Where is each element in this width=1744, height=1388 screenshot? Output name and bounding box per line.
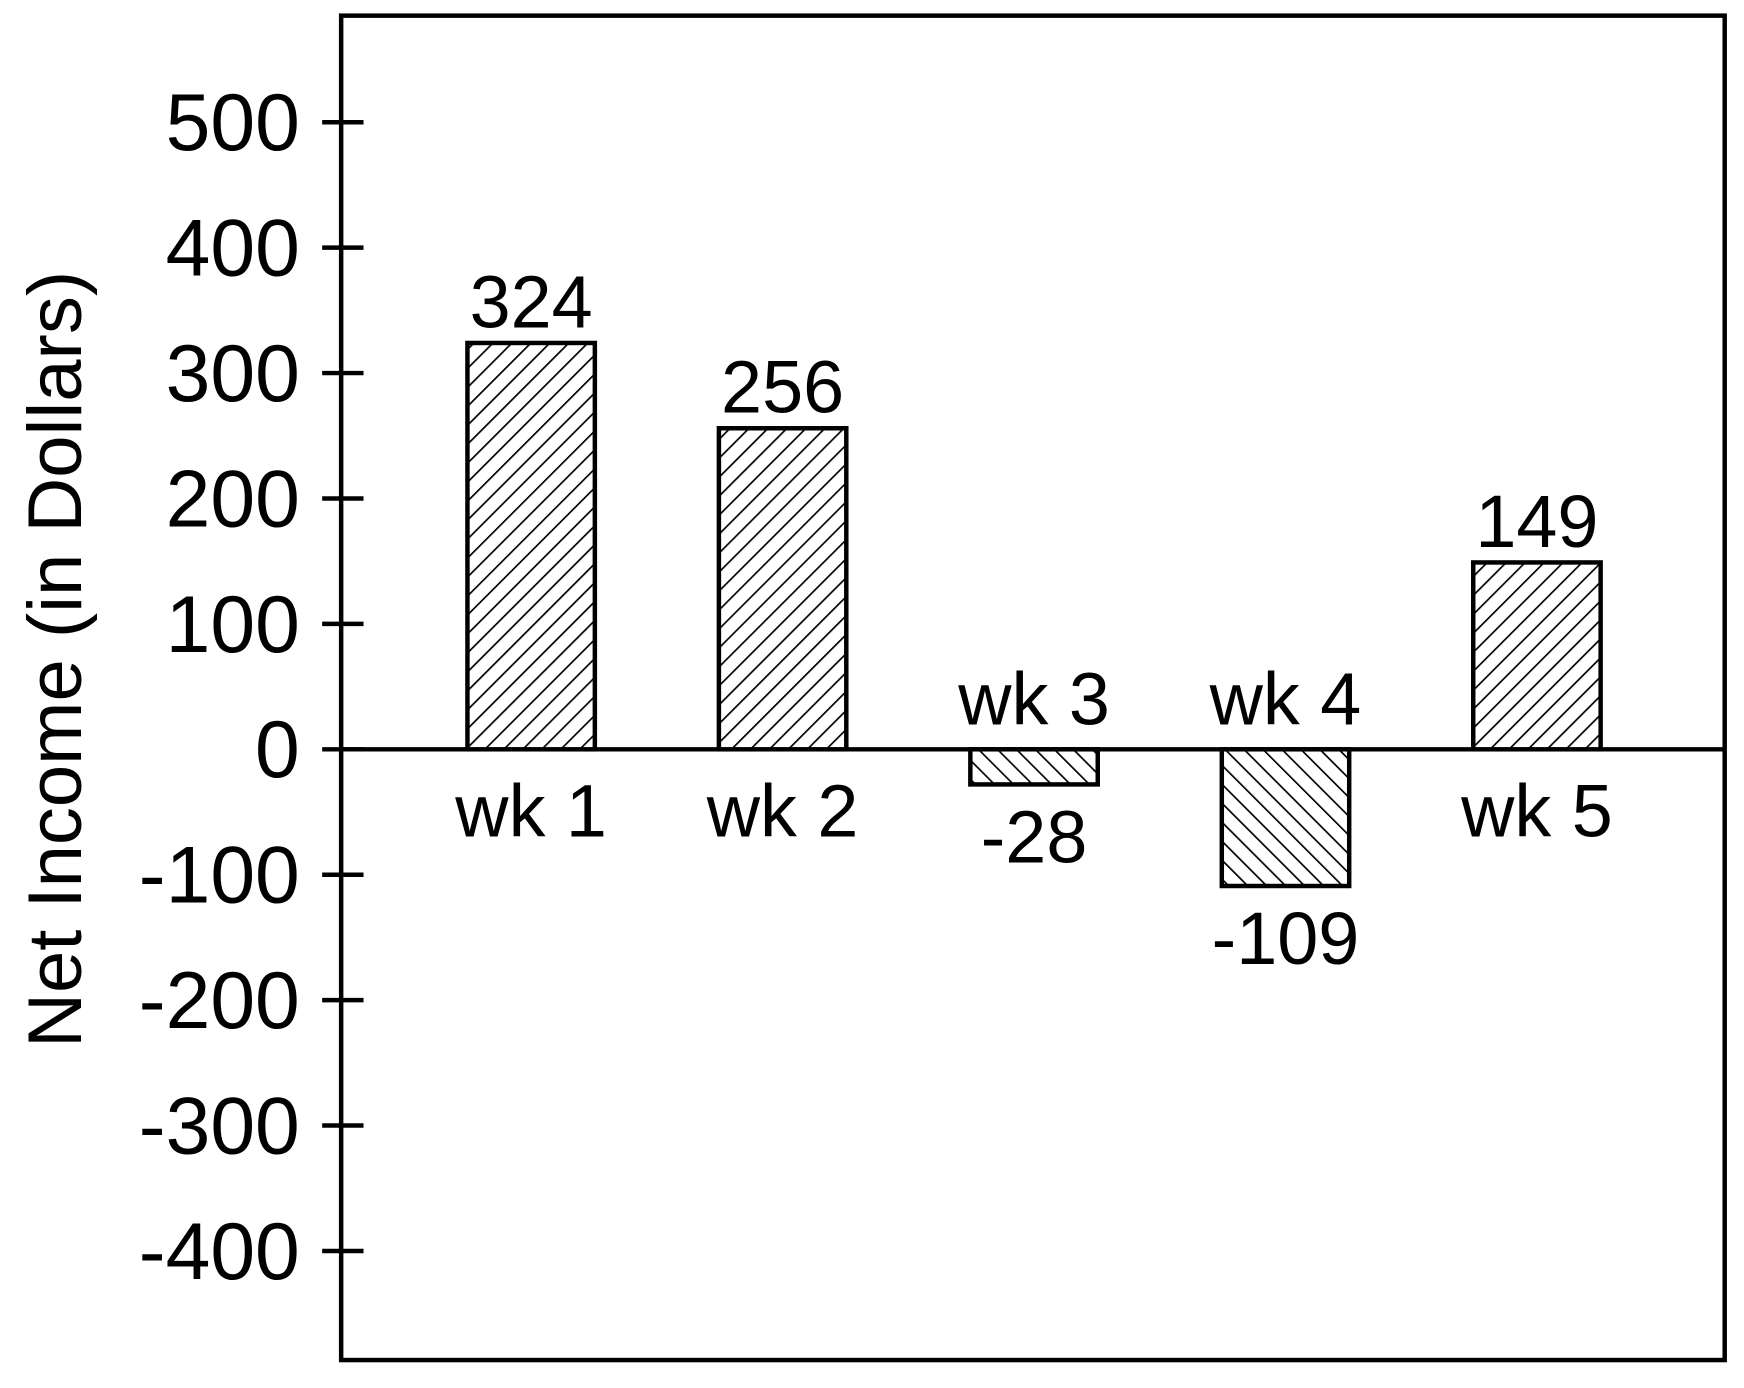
x-tick-label: wk 4 <box>1209 658 1362 741</box>
value-label: -28 <box>981 796 1088 879</box>
y-tick-label: -200 <box>139 956 300 1046</box>
bar <box>716 426 849 752</box>
bar <box>1471 560 1603 752</box>
y-tick-label: -400 <box>139 1207 300 1297</box>
y-tick-label: 300 <box>166 329 300 419</box>
y-tick-label: -100 <box>139 831 300 921</box>
value-label: 149 <box>1475 480 1598 563</box>
y-tick-label: 0 <box>255 705 300 795</box>
x-tick-label: wk 5 <box>1460 769 1613 852</box>
x-tick-label: wk 3 <box>957 658 1110 741</box>
y-tick-label: 200 <box>166 454 300 544</box>
y-axis-label: Net Income (in Dollars) <box>13 271 98 1048</box>
plot-frame <box>338 13 1727 1363</box>
y-tick-label: 100 <box>166 580 300 670</box>
bar <box>968 747 1100 787</box>
value-label: 256 <box>721 346 844 429</box>
bar <box>1219 747 1352 889</box>
y-tick-label: 500 <box>166 78 300 168</box>
y-tick-label: 400 <box>166 204 300 294</box>
x-tick-label: wk 1 <box>454 769 607 852</box>
bar <box>465 340 598 752</box>
value-label: -109 <box>1212 897 1360 980</box>
x-tick-label: wk 2 <box>706 769 859 852</box>
y-tick-label: -300 <box>139 1081 300 1171</box>
value-label: 324 <box>470 260 593 343</box>
